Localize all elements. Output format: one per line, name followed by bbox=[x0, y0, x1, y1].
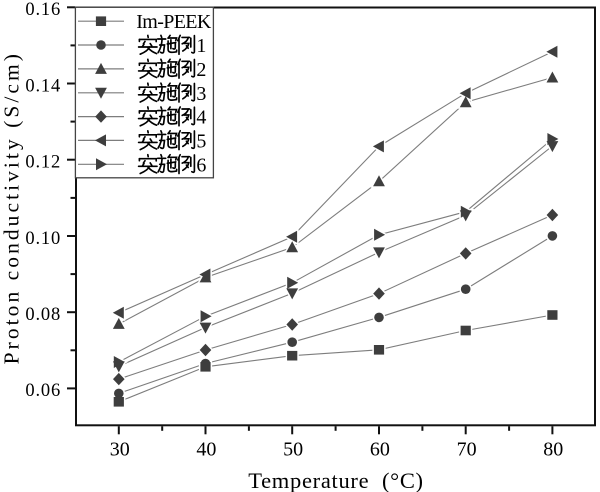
svg-text:Temperature (°C): Temperature (°C) bbox=[248, 468, 424, 492]
svg-text:30: 30 bbox=[110, 438, 130, 460]
svg-text:Im-PEEK: Im-PEEK bbox=[136, 11, 212, 33]
svg-text:70: 70 bbox=[457, 438, 477, 460]
svg-text:0.10: 0.10 bbox=[25, 229, 61, 249]
svg-text:1: 1 bbox=[196, 35, 206, 57]
svg-text:0.12: 0.12 bbox=[25, 153, 61, 173]
svg-text:50: 50 bbox=[283, 438, 303, 460]
svg-text:5: 5 bbox=[196, 130, 206, 152]
svg-text:6: 6 bbox=[196, 154, 206, 176]
svg-text:0.16: 0.16 bbox=[25, 0, 61, 20]
svg-text:60: 60 bbox=[370, 438, 390, 460]
svg-text:40: 40 bbox=[196, 438, 216, 460]
svg-text:0.06: 0.06 bbox=[25, 381, 61, 401]
svg-text:0.14: 0.14 bbox=[25, 76, 61, 96]
svg-text:Proton conductivity (S/cm): Proton conductivity (S/cm) bbox=[0, 51, 23, 364]
svg-text:3: 3 bbox=[196, 83, 206, 105]
svg-text:80: 80 bbox=[543, 438, 563, 460]
svg-text:4: 4 bbox=[196, 107, 206, 129]
svg-text:2: 2 bbox=[196, 59, 206, 81]
svg-text:0.08: 0.08 bbox=[25, 305, 61, 325]
